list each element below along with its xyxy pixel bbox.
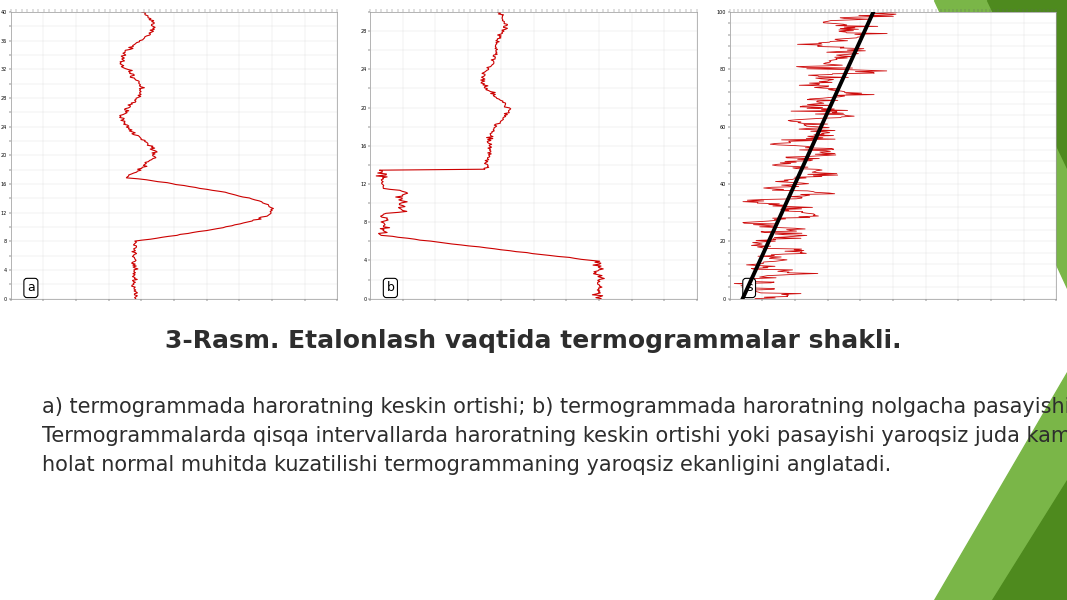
Text: s: s [746, 281, 752, 295]
Text: b: b [386, 281, 395, 295]
Text: a) termogrammada haroratning keskin ortishi; b) termogrammada haroratning nolgac: a) termogrammada haroratning keskin orti… [42, 397, 1067, 475]
Text: a: a [27, 281, 35, 295]
Text: 3-Rasm. Etalonlash vaqtida termogrammalar shakli.: 3-Rasm. Etalonlash vaqtida termogrammala… [165, 329, 902, 353]
